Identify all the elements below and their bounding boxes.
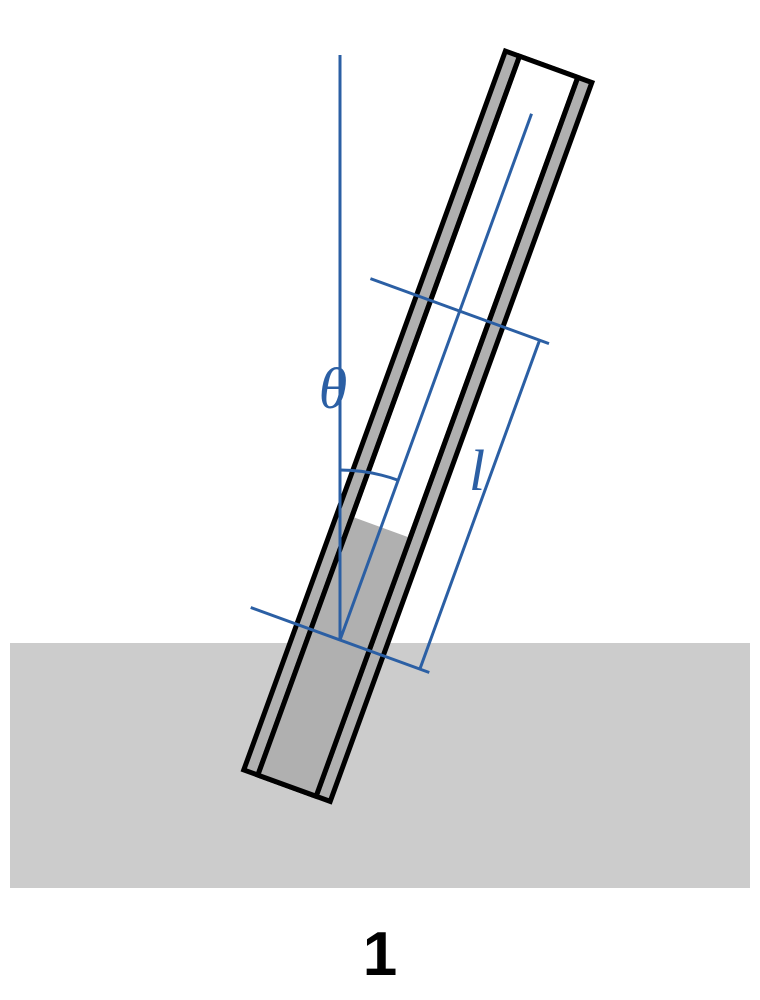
figure-number: 1 [363, 920, 397, 989]
label-theta: θ [319, 356, 348, 421]
liquid-reservoir [10, 643, 750, 888]
label-l: l [469, 438, 485, 503]
